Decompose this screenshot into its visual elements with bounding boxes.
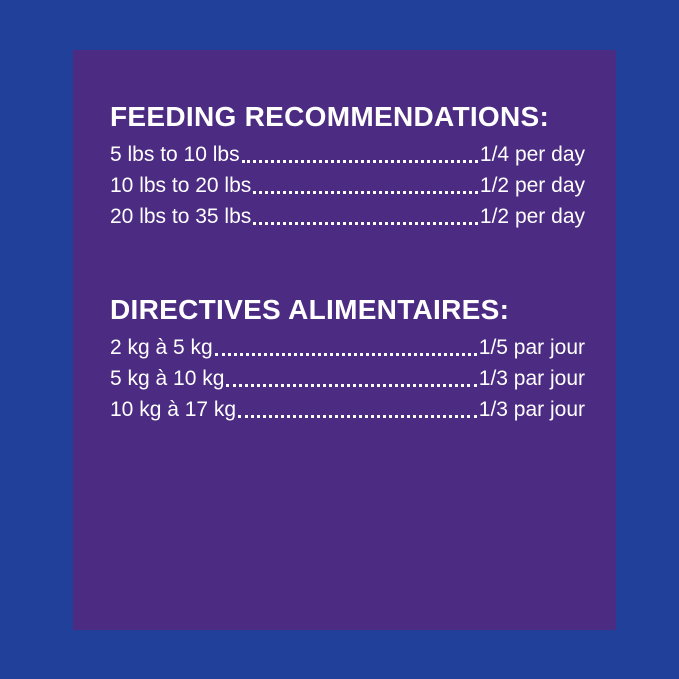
dot-leader — [253, 191, 478, 194]
daily-amount-label: 1/2 per day — [479, 205, 585, 228]
feeding-recommendations-heading: FEEDING RECOMMENDATIONS: — [110, 101, 550, 132]
daily-amount-label: 1/3 par jour — [478, 398, 585, 421]
feeding-row: 10 lbs to 20 lbs 1/2 per day — [110, 170, 585, 201]
dot-leader — [214, 353, 477, 356]
feeding-info-card: FEEDING RECOMMENDATIONS: 5 lbs to 10 lbs… — [73, 50, 616, 630]
dot-leader — [226, 384, 477, 387]
daily-amount-label: 1/2 per day — [479, 174, 585, 197]
dot-leader — [238, 415, 477, 418]
dot-leader — [241, 160, 478, 163]
feeding-section-french: DIRECTIVES ALIMENTAIRES: 2 kg à 5 kg 1/5… — [110, 296, 585, 425]
feeding-section-english: FEEDING RECOMMENDATIONS: 5 lbs to 10 lbs… — [110, 103, 585, 232]
weight-range-label: 5 lbs to 10 lbs — [110, 143, 240, 166]
feeding-row: 20 lbs to 35 lbs 1/2 per day — [110, 201, 585, 232]
daily-amount-label: 1/5 par jour — [478, 336, 585, 359]
weight-range-label: 20 lbs to 35 lbs — [110, 205, 252, 228]
feeding-row: 10 kg à 17 kg 1/3 par jour — [110, 394, 585, 425]
directives-alimentaires-heading: DIRECTIVES ALIMENTAIRES: — [110, 294, 510, 325]
feeding-row: 2 kg à 5 kg 1/5 par jour — [110, 332, 585, 363]
weight-range-label: 5 kg à 10 kg — [110, 367, 225, 390]
weight-range-label: 10 lbs to 20 lbs — [110, 174, 252, 197]
dot-leader — [253, 222, 478, 225]
weight-range-label: 10 kg à 17 kg — [110, 398, 237, 421]
daily-amount-label: 1/3 par jour — [478, 367, 585, 390]
daily-amount-label: 1/4 per day — [479, 143, 585, 166]
feeding-row: 5 kg à 10 kg 1/3 par jour — [110, 363, 585, 394]
weight-range-label: 2 kg à 5 kg — [110, 336, 213, 359]
feeding-row: 5 lbs to 10 lbs 1/4 per day — [110, 139, 585, 170]
